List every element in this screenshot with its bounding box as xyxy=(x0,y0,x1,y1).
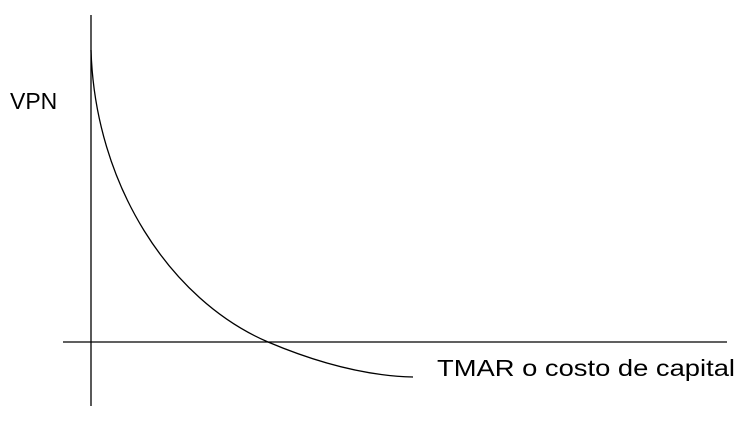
npv-curve xyxy=(90,49,414,378)
x-axis-label: TMAR o costo de capital xyxy=(437,355,735,381)
y-axis-label: VPN xyxy=(10,88,57,114)
